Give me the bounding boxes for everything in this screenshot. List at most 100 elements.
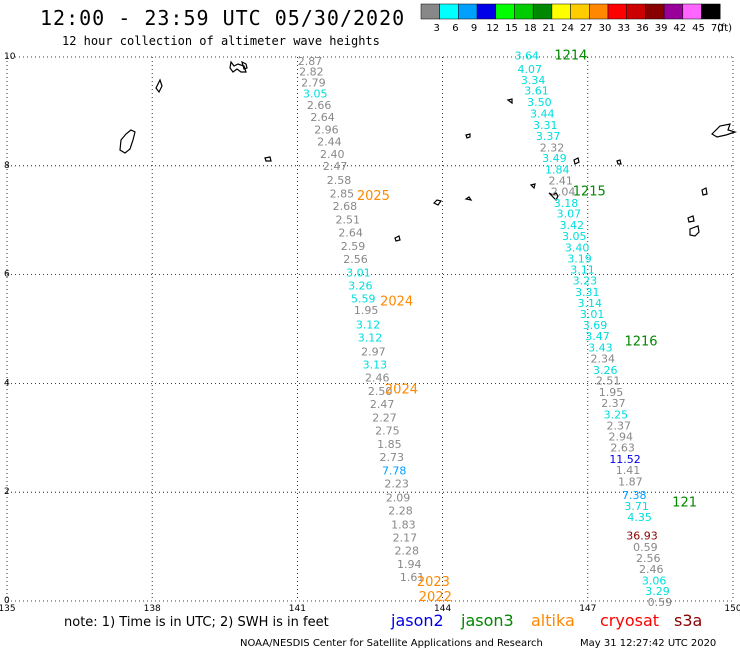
- swh-value-label: 2.68: [333, 200, 358, 213]
- island-ulithi: [241, 60, 248, 70]
- color-scale-legend: 3 6 9 12 15 18 21 24 27 30 33 36 39 42 45 70(ft): [420, 3, 732, 34]
- x-tick-label: 147: [579, 604, 596, 614]
- swh-value-label: 0.59: [633, 541, 658, 554]
- swh-value-label: 3.26: [593, 364, 618, 377]
- scale-swatch: [701, 3, 721, 20]
- swh-value-label: 2.32: [540, 141, 565, 154]
- swh-value-label: 7.78: [382, 464, 407, 477]
- scale-swatch: [607, 3, 627, 20]
- coastlines: [119, 60, 738, 242]
- island-pulap: [573, 157, 580, 165]
- swh-value-label: 2.04: [551, 185, 576, 198]
- swh-value-label: 2.51: [335, 214, 360, 227]
- swh-value-label: 3.31: [533, 119, 558, 132]
- y-tick-label: 8: [4, 161, 10, 171]
- island-lamotrek: [506, 98, 513, 105]
- swh-value-label: 3.40: [565, 241, 590, 254]
- swh-value-label: 3.25: [604, 408, 629, 421]
- swh-value-label: 11.52: [609, 453, 641, 466]
- scale-swatch: [439, 3, 459, 20]
- swh-value-label: 3.69: [583, 319, 608, 332]
- scale-swatch: [495, 3, 515, 20]
- scale-tick-label: 15: [505, 23, 518, 34]
- swh-value-label: 3.05: [562, 230, 587, 243]
- island-ngulu: [264, 156, 272, 162]
- swh-value-label: 2.23: [384, 477, 409, 490]
- swh-value-label: 2.87: [298, 55, 323, 68]
- generated-timestamp: May 31 12:27:42 UTC 2020: [580, 638, 716, 649]
- swh-value-label: 3.31: [575, 286, 600, 299]
- scale-unit-label: (ft): [717, 23, 732, 34]
- credit-text: NOAA/NESDIS Center for Satellite Applica…: [240, 638, 543, 649]
- scale-tick-label: 42: [673, 23, 686, 34]
- scale-tick-label: 18: [524, 23, 537, 34]
- swh-value-label: 2.47: [323, 160, 348, 173]
- swh-value-label: 2.96: [314, 123, 339, 136]
- swh-value-label: 5.59: [351, 293, 376, 306]
- swh-value-label: 3.61: [524, 85, 549, 98]
- x-tick-label: 150: [724, 604, 740, 614]
- swh-value-label: 1.83: [391, 518, 416, 531]
- satellite-legend-s3a: s3a: [674, 611, 702, 630]
- swh-value-label: 3.50: [527, 96, 552, 109]
- scale-swatch: [551, 3, 571, 20]
- swh-value-label: 3.01: [580, 308, 605, 321]
- swh-value-label: 3.71: [624, 500, 649, 513]
- scale-swatch: [645, 3, 665, 20]
- swh-value-label: 2.50: [368, 385, 393, 398]
- swh-value-label: 4.35: [627, 511, 652, 524]
- footer: note: 1) Time is in UTC; 2) SWH is in fe…: [64, 611, 716, 649]
- x-tick-label: 141: [289, 604, 306, 614]
- island-nomoi: [687, 215, 695, 223]
- swh-value-label: 2.85: [330, 188, 355, 201]
- swh-value-label: 2.97: [361, 345, 386, 358]
- scale-tick-label: 30: [599, 23, 612, 34]
- swh-value-label: 3.44: [530, 108, 555, 121]
- swh-value-label: 3.14: [577, 297, 602, 310]
- island-ifalik: [464, 196, 473, 201]
- island-chuuk: [701, 187, 708, 196]
- swh-value-label: 1.85: [377, 438, 402, 451]
- scale-swatch: [570, 3, 590, 20]
- swh-value-label: 2.46: [639, 563, 664, 576]
- y-tick-label: 0: [4, 596, 10, 606]
- swh-value-label: 3.06: [642, 574, 667, 587]
- scale-tick-label: 36: [636, 23, 649, 34]
- swh-value-label: 2.79: [301, 77, 326, 90]
- swh-value-label: 3.07: [557, 208, 582, 221]
- scale-swatch: [682, 3, 702, 20]
- swh-value-label: 1.95: [354, 304, 379, 317]
- scale-tick-label: 33: [617, 23, 630, 34]
- swh-value-label: 3.13: [363, 358, 388, 371]
- swh-value-label: 2.63: [610, 442, 635, 455]
- scale-tick-label: 12: [486, 23, 499, 34]
- scale-swatch: [514, 3, 534, 20]
- swh-value-label: 2.56: [636, 552, 661, 565]
- pass-time-label: 1215: [573, 184, 606, 199]
- pass-time-label: 1214: [554, 48, 587, 63]
- scale-swatch: [589, 3, 609, 20]
- swh-value-label: 3.12: [356, 319, 381, 332]
- swh-value-label: 2.56: [343, 253, 368, 266]
- x-tick-label: 138: [144, 604, 161, 614]
- swh-value-label: 2.44: [317, 135, 342, 148]
- swh-value-label: 2.66: [307, 99, 332, 112]
- y-tick-label: 6: [4, 270, 10, 280]
- scale-swatch: [476, 3, 497, 20]
- scale-tick-label: 39: [655, 23, 668, 34]
- swh-value-label: 2.94: [608, 431, 633, 444]
- pass-time-label: 2024: [380, 295, 413, 310]
- y-tick-label: 10: [4, 52, 16, 62]
- swh-value-label: 2.40: [320, 148, 345, 161]
- swh-value-label: 1.61: [400, 571, 425, 584]
- swh-value-label: 1.95: [599, 386, 624, 399]
- swh-value-label: 3.37: [536, 130, 561, 143]
- island-satawal: [529, 183, 536, 190]
- swh-value-label: 2.47: [370, 398, 395, 411]
- scale-tick-label: 3: [434, 23, 440, 34]
- swh-value-label: 2.41: [548, 174, 573, 187]
- swh-value-label: 3.23: [573, 275, 598, 288]
- x-tick-label: 135: [0, 604, 16, 614]
